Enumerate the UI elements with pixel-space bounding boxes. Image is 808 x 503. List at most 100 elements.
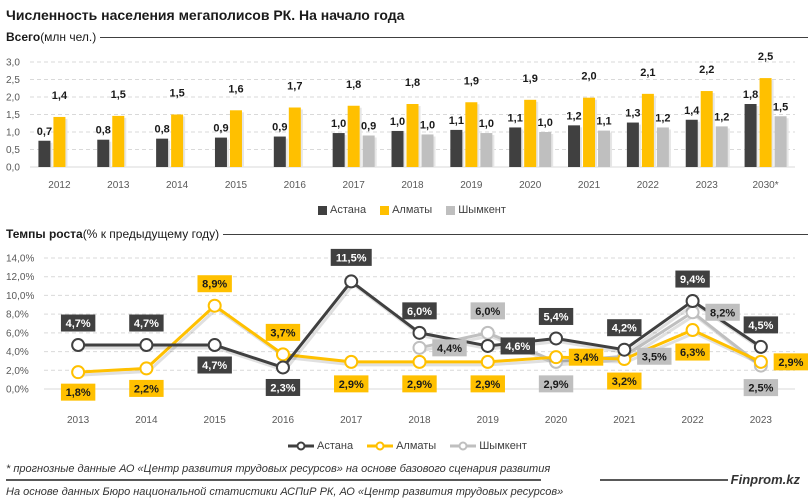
x-tick-label: 2018 <box>408 415 431 426</box>
data-label-shymkent: 1,5 <box>773 101 788 113</box>
bar-astana <box>568 125 581 167</box>
x-tick-label: 2017 <box>343 180 366 191</box>
bar-astana <box>391 130 404 167</box>
bar-astana <box>214 137 227 167</box>
data-label-astana: 1,1 <box>449 115 464 127</box>
data-label-box-shymkent <box>432 339 467 357</box>
bar-astana <box>509 127 522 167</box>
point-astana <box>412 325 427 340</box>
data-label-almaty: 1,8% <box>66 387 91 399</box>
bar-almaty <box>229 110 242 167</box>
bar-shymkent <box>715 126 728 167</box>
population-bar-chart: 0,0 0,5 1,0 1,5 2,0 2,5 3,0 2012 0,7 1,4 2013 0,8 1,… <box>6 51 795 191</box>
point-almaty <box>753 354 768 369</box>
data-label-box-almaty <box>197 275 232 293</box>
data-label-box-astana <box>197 356 232 374</box>
data-label-almaty: 3,2% <box>612 376 637 388</box>
footer-divider-right <box>600 479 728 481</box>
point-astana <box>753 339 768 354</box>
bar-almaty <box>524 99 537 167</box>
data-label-almaty: 2,9% <box>475 379 500 391</box>
data-label-box-almaty <box>60 383 96 401</box>
data-label-almaty: 6,3% <box>680 347 705 359</box>
point-astana <box>617 342 632 357</box>
point-shymkent <box>412 340 427 355</box>
data-label-almaty: 2,5 <box>758 51 773 63</box>
data-label-box-almaty <box>568 348 604 366</box>
section-divider <box>223 233 808 235</box>
data-label-shymkent: 2,9% <box>544 379 569 391</box>
footer-divider-left <box>6 479 541 481</box>
y-tick-label: 0,0 <box>6 163 20 174</box>
data-label-almaty: 1,8 <box>346 79 361 91</box>
data-label-astana: 0,8 <box>96 125 111 137</box>
x-tick-label: 2012 <box>48 180 71 191</box>
x-tick-label: 2017 <box>340 415 363 426</box>
y-tick-label: 10,0% <box>6 291 34 302</box>
point-almaty <box>275 347 290 362</box>
data-label-box-astana <box>330 248 372 266</box>
data-label-box-astana <box>500 337 535 355</box>
legend-label: Астана <box>330 204 367 216</box>
legend-item-astana: Астана <box>288 440 353 452</box>
data-label-astana: 1,0 <box>331 118 346 130</box>
data-label-almaty: 2,2 <box>699 64 714 76</box>
point-almaty <box>412 354 427 369</box>
y-tick-label: 8,0% <box>6 310 29 321</box>
section-header-bold: Темпы роста <box>6 227 83 241</box>
source-note: На основе данных Бюро национальной стати… <box>6 486 564 498</box>
point-astana <box>685 294 700 309</box>
data-label-box-almaty <box>607 372 642 390</box>
data-label-shymkent: 1,2 <box>714 111 729 123</box>
section-header-growth: Темпы роста (% к предыдущему году) <box>6 227 808 241</box>
data-label-box-almaty <box>129 379 164 397</box>
bar-almaty <box>53 116 66 167</box>
point-astana <box>71 338 86 353</box>
data-label-shymkent: 3,5% <box>642 351 667 363</box>
data-label-box-almaty <box>773 353 808 371</box>
bar-almaty <box>288 107 301 167</box>
x-tick-label: 2019 <box>477 415 500 426</box>
y-tick-label: 14,0% <box>6 254 34 265</box>
legend-item-astana: Астана <box>318 204 366 216</box>
legend-line-marker-astana <box>288 441 314 451</box>
data-label-astana: 4,5% <box>748 320 773 332</box>
bar-astana <box>626 122 639 167</box>
data-label-shymkent: 2,5% <box>748 383 773 395</box>
section-header-unit: (млн чел.) <box>40 30 97 44</box>
y-tick-label: 0,5 <box>6 145 20 156</box>
point-astana <box>344 274 359 289</box>
x-tick-label: 2020 <box>545 415 568 426</box>
bar-astana <box>273 136 286 167</box>
data-label-almaty: 1,7 <box>287 81 302 93</box>
point-astana <box>480 338 495 353</box>
section-divider <box>100 36 808 38</box>
data-label-astana: 1,8 <box>743 89 758 101</box>
data-label-box-astana <box>538 307 574 325</box>
data-label-almaty: 3,4% <box>574 352 599 364</box>
point-shymkent <box>480 325 495 340</box>
legend-label: Алматы <box>392 204 433 216</box>
legend-item-shymkent: Шымкент <box>450 440 527 452</box>
data-label-astana: 4,2% <box>612 323 637 335</box>
y-tick-label: 12,0% <box>6 272 34 283</box>
data-label-almaty: 2,9% <box>407 379 432 391</box>
x-tick-label: 2018 <box>401 180 424 191</box>
bar-astana <box>332 133 345 167</box>
x-tick-label: 2016 <box>284 180 307 191</box>
data-label-almaty: 2,1 <box>640 67 655 79</box>
point-astana <box>207 338 222 353</box>
y-tick-label: 1,0 <box>6 128 20 139</box>
section-header-bold: Всего <box>6 30 41 44</box>
x-tick-label: 2014 <box>135 415 158 426</box>
data-label-box-astana <box>129 314 164 332</box>
legend-line-marker-shymkent <box>450 441 477 451</box>
bar-shymkent <box>598 130 611 167</box>
data-label-astana: 2,3% <box>270 382 295 394</box>
data-label-almaty: 1,5 <box>111 89 126 101</box>
x-tick-label: 2022 <box>681 415 704 426</box>
data-label-shymkent: 1,2 <box>655 112 670 124</box>
data-label-box-almaty <box>675 343 710 361</box>
x-tick-label: 2013 <box>67 415 90 426</box>
x-tick-label: 2016 <box>272 415 295 426</box>
